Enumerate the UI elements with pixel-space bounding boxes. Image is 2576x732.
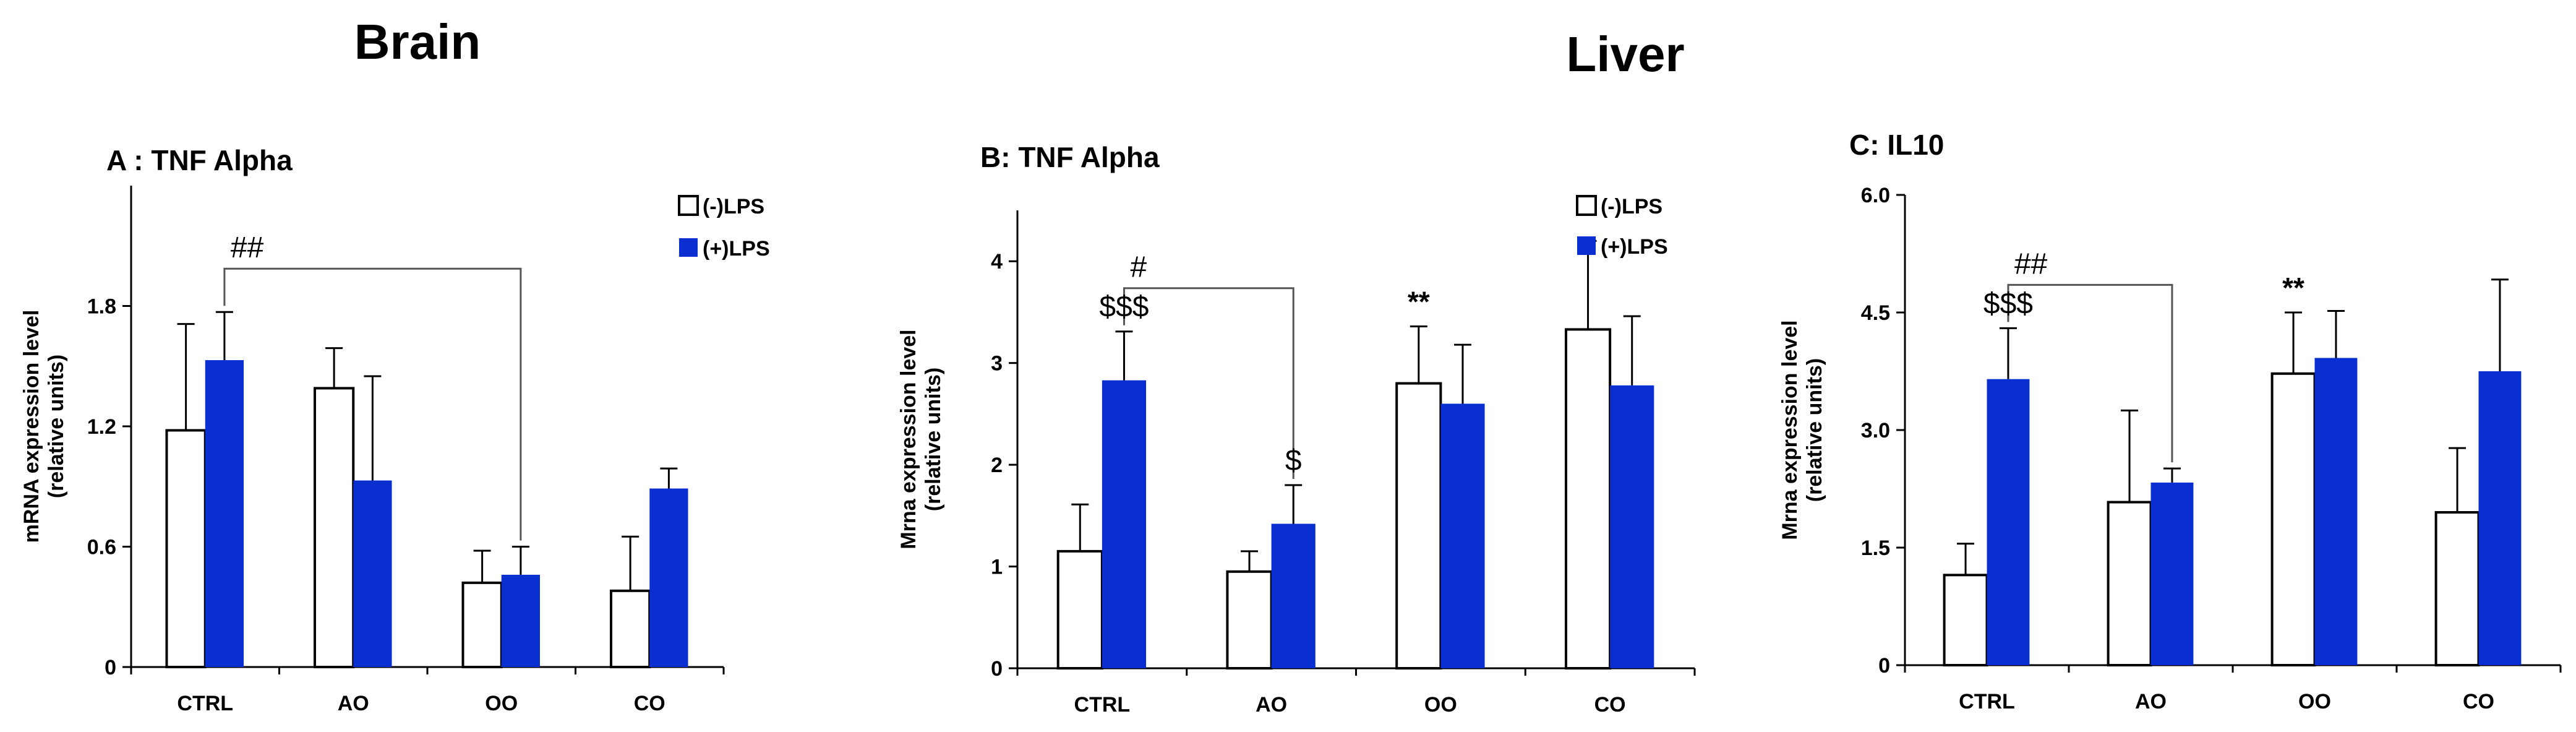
bar-neg-lps-co	[2434, 511, 2480, 666]
y-tick-label: 0	[105, 656, 116, 679]
chart-panel-a: A : TNF Alpha mRNA expression level (relat…	[20, 144, 770, 715]
bar-neg-lps-ao	[1226, 570, 1273, 670]
x-tick-label: CO	[2463, 690, 2494, 713]
legend-label: (-)LPS	[703, 195, 764, 218]
chart-panel-b: B: TNF Alpha Mrna expression level (relati…	[897, 141, 1696, 717]
y-tick-label: 3	[991, 352, 1003, 376]
legend-swatch	[679, 238, 698, 257]
section-title-liver: Liver	[1566, 27, 1684, 82]
bar-neg-lps-co	[1564, 328, 1612, 670]
x-tick-label: AO	[338, 692, 369, 715]
chart-panel-c: C: IL10 Mrna expression level (relative un…	[1778, 129, 2562, 713]
x-tick-label: AO	[1256, 693, 1287, 717]
legend-label: (+)LPS	[1601, 235, 1668, 259]
y-tick-label: 4.5	[1861, 301, 1890, 325]
bar-pos-lps-ctrl	[1987, 379, 2030, 665]
section-title-brain: Brain	[354, 14, 481, 69]
legend: (-)LPS (+)LPS	[1576, 195, 1668, 259]
chart-title: B: TNF Alpha	[980, 141, 1160, 173]
bar-pos-lps-co	[2478, 371, 2522, 665]
y-axis-label: (relative units)	[922, 368, 945, 511]
bar-pos-lps-oo	[1440, 403, 1485, 668]
legend: (-)LPS (+)LPS	[678, 195, 770, 261]
y-tick-label: 6.0	[1861, 184, 1890, 207]
bar-pos-lps-co	[649, 488, 688, 667]
bar-neg-lps-ctrl	[165, 429, 207, 668]
x-tick-label: OO	[1424, 693, 1457, 717]
y-tick-label: 1.8	[87, 295, 116, 319]
x-tick-label: CTRL	[177, 692, 233, 715]
bar-pos-lps-oo	[2314, 358, 2358, 665]
y-tick-label: 0	[1878, 654, 1890, 678]
x-tick-label: CO	[1594, 693, 1626, 717]
significance-bracket	[2007, 283, 2173, 463]
significance-label: $	[1285, 444, 1302, 477]
legend-label: (+)LPS	[703, 237, 770, 261]
bar-neg-lps-ao	[313, 387, 355, 668]
y-tick-label: 1.2	[87, 415, 116, 439]
significance-label: #	[1130, 251, 1147, 284]
significance-label: ##	[231, 231, 264, 264]
bar-pos-lps-co	[1610, 385, 1654, 668]
x-tick-label: OO	[2298, 690, 2331, 713]
y-tick-label: 2	[991, 454, 1003, 477]
bar-pos-lps-ctrl	[205, 360, 244, 667]
bar-pos-lps-ao	[353, 480, 392, 667]
bar-neg-lps-co	[609, 589, 651, 668]
y-axis-label: (relative units)	[45, 355, 68, 498]
y-axis-label: Mrna expression level	[1778, 320, 1802, 540]
y-tick-label: 0	[991, 657, 1003, 681]
y-tick-label: 3.0	[1861, 419, 1890, 442]
significance-label: **	[2282, 272, 2304, 304]
y-axis-label: (relative units)	[1803, 358, 1826, 502]
bar-neg-lps-oo	[1395, 382, 1442, 670]
chart-title: A : TNF Alpha	[106, 144, 293, 176]
y-axis-label: mRNA expression level	[20, 310, 43, 543]
bar-neg-lps-ctrl	[1056, 549, 1103, 670]
x-tick-label: CTRL	[1074, 693, 1131, 717]
bar-pos-lps-oo	[501, 574, 541, 667]
legend-swatch	[1577, 236, 1596, 255]
y-tick-label: 1	[991, 556, 1003, 579]
x-tick-label: OO	[485, 692, 518, 715]
y-tick-label: 1.5	[1861, 536, 1890, 560]
bar-pos-lps-ao	[1271, 523, 1316, 668]
y-tick-label: 4	[991, 250, 1003, 273]
significance-label: $$$	[1099, 291, 1149, 324]
x-tick-label: AO	[2135, 690, 2167, 713]
significance-bracket	[223, 267, 522, 541]
chart-title: C: IL10	[1849, 129, 1944, 161]
significance-label: **	[1408, 285, 1430, 317]
bar-neg-lps-oo	[2270, 372, 2316, 666]
significance-label: ##	[2014, 248, 2048, 280]
bar-neg-lps-ctrl	[1943, 574, 1988, 666]
bar-pos-lps-ao	[2150, 482, 2194, 665]
bar-neg-lps-oo	[461, 581, 503, 668]
bar-neg-lps-ao	[2107, 501, 2152, 666]
y-tick-label: 0.6	[87, 536, 116, 559]
legend-swatch	[678, 195, 699, 216]
x-tick-label: CO	[634, 692, 665, 715]
bar-pos-lps-ctrl	[1102, 380, 1147, 668]
significance-bracket	[1123, 287, 1294, 479]
legend-label: (-)LPS	[1601, 195, 1662, 218]
significance-label: $$$	[1983, 287, 2033, 320]
legend-swatch	[1576, 195, 1597, 216]
x-tick-label: CTRL	[1959, 690, 2015, 713]
y-axis-label: Mrna expression level	[897, 329, 920, 549]
